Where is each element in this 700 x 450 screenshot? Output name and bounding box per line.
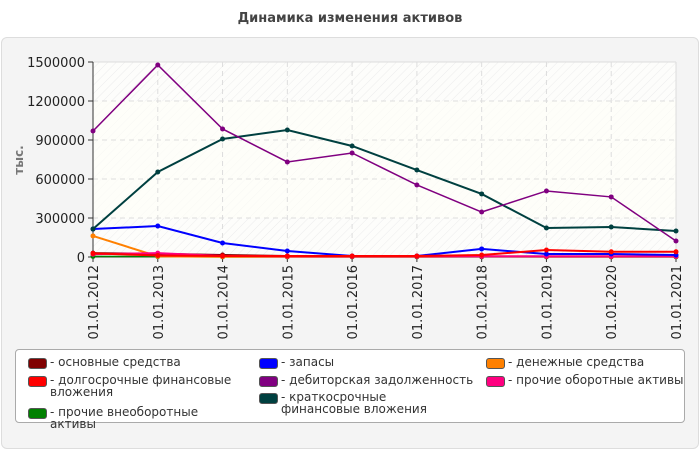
x-tick-label: 01.01.2020	[605, 265, 620, 339]
legend-item: - денежные средства	[486, 356, 700, 369]
legend-swatch	[486, 358, 505, 369]
data-point	[608, 249, 614, 255]
legend-item: - краткосрочные финансовые вложения	[259, 391, 464, 415]
legend-swatch	[28, 358, 47, 369]
legend-item: - долгосрочные финансовые вложения	[28, 374, 233, 398]
series-line	[92, 128, 677, 232]
data-point	[220, 240, 226, 246]
chart-title: Динамика изменения активов	[237, 11, 463, 26]
data-point	[673, 249, 679, 255]
x-tick-label: 01.01.2018	[476, 265, 491, 339]
data-point	[673, 228, 679, 234]
x-tick-label: 01.01.2012	[87, 265, 102, 339]
y-tick-label: 0	[77, 251, 85, 266]
legend-label: - долгосрочные финансовые вложения	[50, 373, 232, 399]
data-point	[673, 238, 679, 244]
data-point	[90, 128, 96, 134]
y-axis-label: тыс.	[12, 145, 26, 174]
data-point	[90, 250, 96, 256]
y-tick-label: 1200000	[27, 95, 85, 110]
legend-label: - краткосрочные финансовые вложения	[281, 390, 427, 416]
data-point	[414, 182, 420, 188]
data-point	[90, 233, 96, 239]
x-tick-label: 01.01.2019	[540, 265, 555, 339]
x-tick-label: 01.01.2017	[411, 265, 426, 339]
data-point	[479, 191, 485, 197]
data-point	[349, 143, 355, 149]
data-point	[284, 248, 290, 254]
legend-item: - прочие оборотные активы	[486, 374, 700, 387]
data-point	[479, 246, 485, 252]
data-point	[479, 209, 485, 215]
legend-label: - основные средства	[50, 355, 181, 369]
legend-label: - дебиторская задолженность	[281, 373, 474, 387]
legend-swatch	[259, 376, 278, 387]
y-tick-label: 300000	[35, 212, 85, 227]
y-tick-label: 900000	[35, 134, 85, 149]
series-line	[92, 63, 677, 242]
data-point	[349, 253, 355, 259]
legend-item: - дебиторская задолженность	[259, 374, 474, 387]
data-point	[479, 252, 485, 258]
legend-swatch	[28, 376, 47, 387]
data-point	[349, 150, 355, 156]
x-tick-label: 01.01.2015	[281, 265, 296, 339]
data-point	[414, 253, 420, 259]
x-tick-label: 01.01.2016	[346, 265, 361, 339]
data-point	[543, 225, 549, 231]
data-point	[220, 136, 226, 142]
data-point	[608, 224, 614, 230]
data-point	[284, 127, 290, 133]
data-point	[155, 169, 161, 175]
x-tick-label: 01.01.2013	[152, 265, 167, 339]
data-point	[90, 226, 96, 232]
legend-swatch	[486, 376, 505, 387]
legend-item: - основные средства	[28, 356, 243, 369]
data-point	[284, 159, 290, 165]
data-point	[220, 126, 226, 132]
data-point	[543, 251, 549, 257]
legend-label: - прочие внеоборотные активы	[50, 405, 199, 431]
legend-label: - прочие оборотные активы	[508, 373, 684, 387]
data-point	[414, 167, 420, 173]
series-line	[92, 248, 676, 257]
x-tick-label: 01.01.2014	[217, 265, 232, 339]
legend-swatch	[259, 358, 278, 369]
y-tick-label: 1500000	[27, 56, 85, 71]
x-tick-label: 01.01.2021	[670, 265, 685, 339]
data-point	[155, 223, 161, 229]
legend-item: - запасы	[259, 356, 474, 369]
plot-band	[93, 101, 676, 218]
data-point	[155, 252, 161, 258]
data-point	[543, 247, 549, 253]
legend-item: - прочие внеоборотные активы	[28, 406, 243, 430]
series-1	[90, 247, 679, 259]
legend-swatch	[259, 393, 278, 404]
data-point	[608, 194, 614, 200]
data-point	[543, 188, 549, 194]
chart-plot: 0 300000 600000 900000 1200000 1500000 01.01.2…	[12, 56, 685, 339]
legend-swatch	[28, 408, 47, 419]
data-point	[284, 253, 290, 259]
data-point	[220, 253, 226, 259]
y-tick-label: 600000	[35, 173, 85, 188]
series-5	[90, 127, 679, 234]
legend: - основные средства - долгосрочные финанс…	[15, 349, 685, 430]
data-point	[155, 62, 161, 68]
series-4	[90, 62, 679, 244]
legend-label: - запасы	[281, 355, 335, 369]
legend-label: - денежные средства	[508, 355, 645, 369]
